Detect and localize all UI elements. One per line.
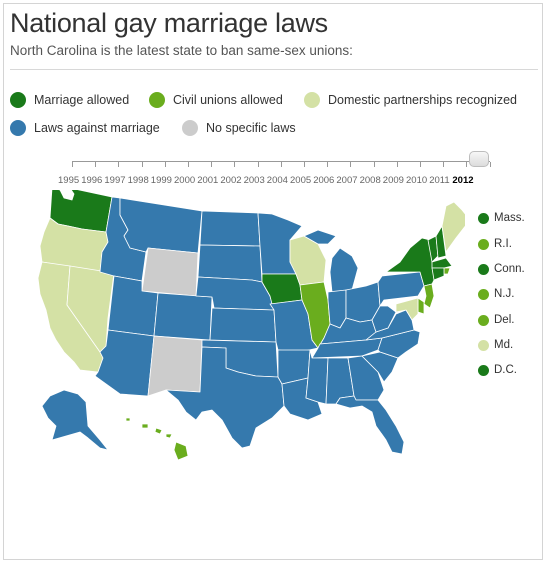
timeline-tick [95, 162, 97, 167]
year-label-2000[interactable]: 2000 [174, 175, 196, 186]
legend-label: Domestic partnerships recognized [328, 93, 517, 107]
year-label-2001[interactable]: 2001 [197, 175, 219, 186]
state-delaware[interactable] [417, 297, 425, 315]
us-map [37, 190, 465, 461]
legend-label: No specific laws [206, 121, 296, 135]
timeline-tick [257, 162, 259, 167]
state-alaska[interactable] [41, 389, 109, 451]
divider [10, 69, 538, 70]
state-dot [478, 238, 489, 250]
state-dot [478, 263, 489, 275]
state-new-hampshire[interactable] [435, 225, 447, 259]
year-label-2010[interactable]: 2010 [406, 175, 428, 186]
state-label-massachusetts: Mass. [478, 212, 525, 224]
state-dot [478, 314, 489, 326]
state-label-rhode-island: R.I. [478, 238, 512, 250]
year-label-2002[interactable]: 2002 [220, 175, 242, 186]
state-maryland[interactable] [395, 297, 419, 321]
legend-item-no-laws: No specific laws [182, 120, 296, 136]
legend-dot-civil-unions [149, 92, 165, 108]
page-subtitle: North Carolina is the latest state to ba… [10, 43, 353, 58]
state-michigan[interactable] [303, 229, 359, 293]
state-maine[interactable] [441, 201, 465, 253]
state-label-dc: D.C. [478, 364, 517, 376]
timeline-tick [420, 162, 421, 167]
state-dot [478, 364, 489, 376]
state-south-dakota[interactable] [197, 244, 263, 283]
state-north-dakota[interactable] [199, 210, 261, 247]
timeline-tick [234, 162, 236, 167]
year-label-1999[interactable]: 1999 [150, 175, 172, 186]
year-label-1995[interactable]: 1995 [58, 175, 80, 186]
year-label-1997[interactable]: 1997 [104, 175, 126, 186]
state-dot [478, 212, 489, 224]
state-wyoming[interactable] [141, 247, 199, 297]
legend-item-marriage: Marriage allowed [10, 92, 129, 108]
graphic-frame [3, 3, 543, 560]
state-label-new-jersey: N.J. [478, 288, 514, 300]
state-colorado[interactable] [153, 292, 213, 341]
state-massachusetts[interactable] [431, 257, 453, 269]
timeline-tick [164, 162, 166, 167]
timeline-tick [443, 162, 445, 167]
state-pennsylvania[interactable] [377, 271, 425, 307]
state-label-maryland: Md. [478, 339, 513, 351]
legend-item-civil-unions: Civil unions allowed [149, 92, 283, 108]
timeline-tick [141, 162, 143, 167]
state-florida[interactable] [335, 395, 405, 455]
timeline-tick [280, 162, 282, 167]
state-connecticut[interactable] [431, 267, 445, 281]
state-mississippi[interactable] [305, 349, 329, 405]
year-label-2009[interactable]: 2009 [382, 175, 404, 186]
state-rhode-island[interactable] [443, 267, 451, 275]
state-hawaii[interactable] [125, 417, 189, 461]
state-new-mexico[interactable] [147, 335, 203, 397]
legend-dot-domestic-partnerships [304, 92, 320, 108]
state-label-delaware: Del. [478, 314, 514, 326]
timeline-tick [211, 162, 213, 167]
timeline-tick [489, 162, 491, 167]
timeline-track[interactable] [72, 161, 490, 162]
timeline-tick [304, 162, 305, 167]
year-label-1998[interactable]: 1998 [127, 175, 149, 186]
timeline-tick [327, 162, 329, 167]
year-label-1996[interactable]: 1996 [81, 175, 103, 186]
state-montana[interactable] [119, 197, 203, 254]
legend-label: Laws against marriage [34, 121, 160, 135]
timeline-tick [466, 162, 468, 167]
state-dot [478, 288, 489, 300]
legend-item-laws-against: Laws against marriage [10, 120, 160, 136]
state-new-jersey[interactable] [423, 283, 435, 309]
year-label-2012[interactable]: 2012 [452, 175, 474, 186]
year-label-2008[interactable]: 2008 [359, 175, 381, 186]
state-dot [478, 339, 489, 351]
page-title: National gay marriage laws [10, 8, 328, 38]
state-label-connecticut: Conn. [478, 263, 525, 275]
year-label-2011[interactable]: 2011 [429, 175, 450, 186]
legend-label: Civil unions allowed [173, 93, 283, 107]
year-label-2006[interactable]: 2006 [313, 175, 335, 186]
year-label-2004[interactable]: 2004 [266, 175, 288, 186]
timeline-slider-handle[interactable] [469, 151, 489, 167]
year-label-2003[interactable]: 2003 [243, 175, 265, 186]
timeline-tick [188, 162, 189, 167]
timeline-tick [72, 162, 73, 167]
legend-item-domestic-partnerships: Domestic partnerships recognized [304, 92, 517, 108]
state-texas[interactable] [165, 346, 285, 449]
legend-dot-no-laws [182, 120, 198, 136]
timeline-tick [373, 162, 375, 167]
timeline-tick [396, 162, 398, 167]
legend-dot-laws-against [10, 120, 26, 136]
year-label-2007[interactable]: 2007 [336, 175, 358, 186]
year-label-2005[interactable]: 2005 [290, 175, 312, 186]
legend-dot-marriage [10, 92, 26, 108]
state-kansas[interactable] [209, 307, 277, 343]
timeline-tick [350, 162, 352, 167]
timeline-tick [118, 162, 120, 167]
legend-label: Marriage allowed [34, 93, 130, 107]
